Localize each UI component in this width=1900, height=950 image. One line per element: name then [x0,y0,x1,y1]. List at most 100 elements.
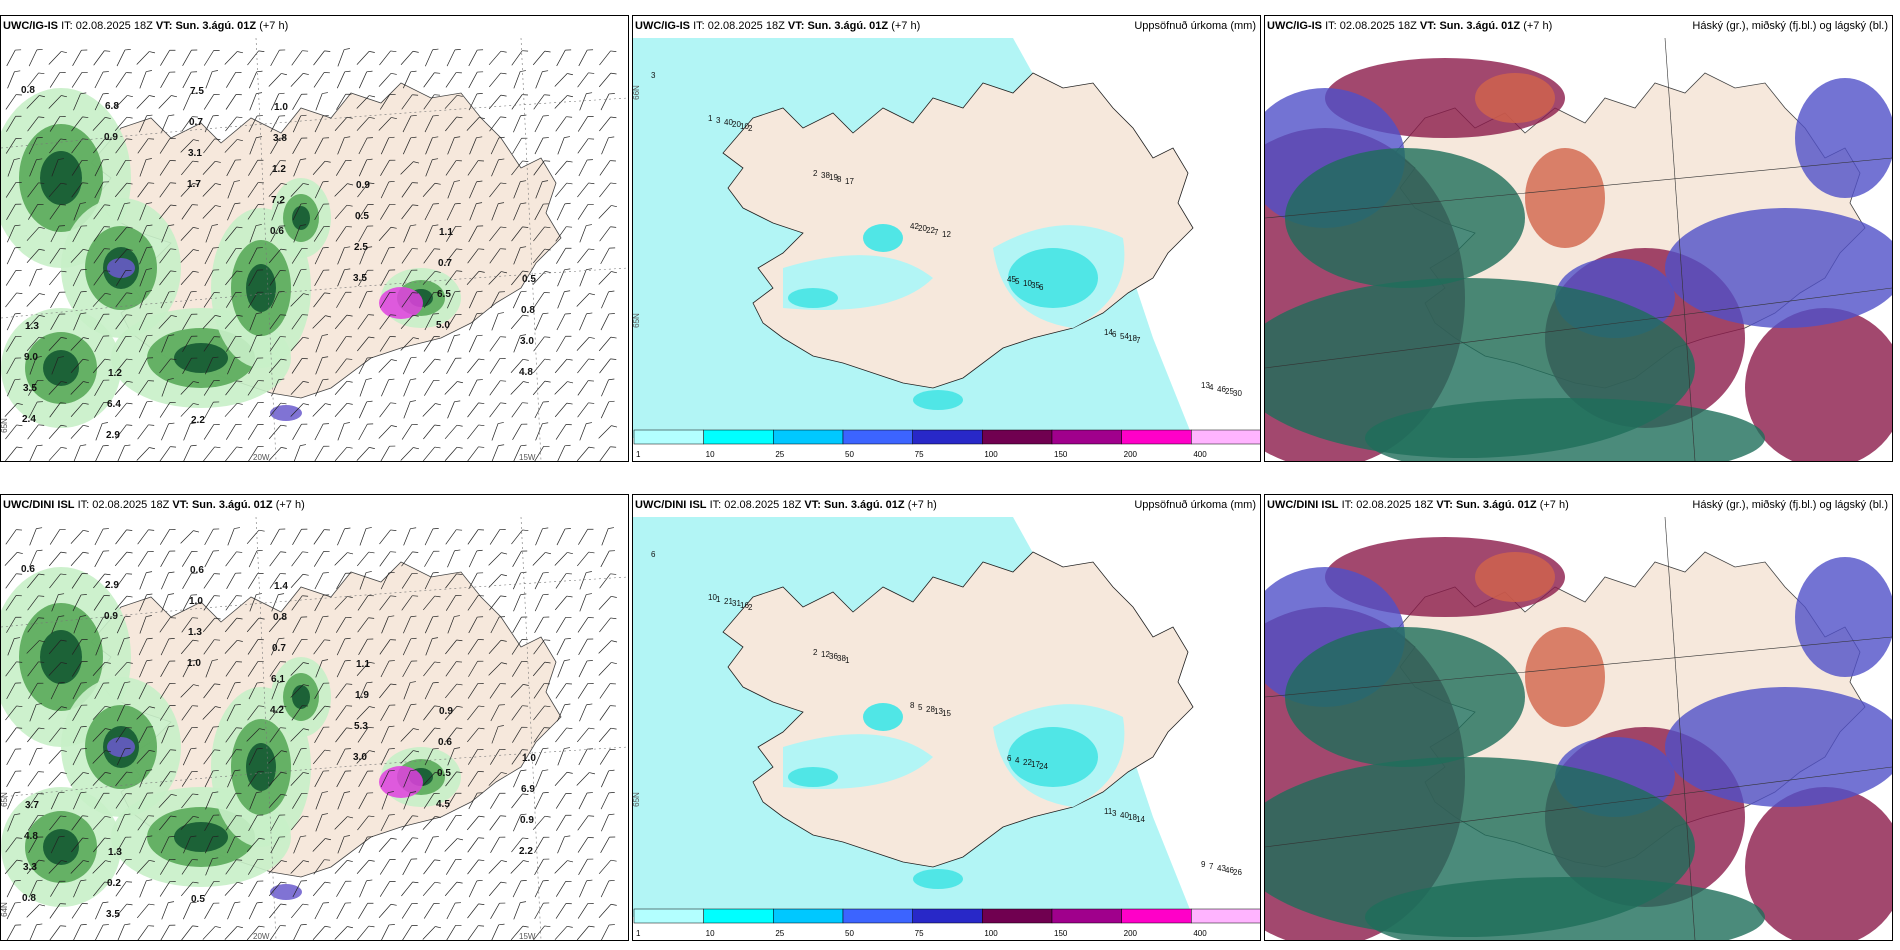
wind-barb [50,682,65,700]
colorbar-tick-label: 75 [915,450,924,459]
wind-barb [92,815,111,830]
wind-barb [94,924,109,940]
wind-barb [94,682,110,700]
panel-cloud-top: UWC/IG-IS IT: 02.08.2025 18Z VT: Sun. 3.… [1264,15,1893,462]
wind-barb [313,639,331,655]
wind-barb [224,617,243,633]
wind-barb [381,378,395,397]
wind-barb [357,182,375,198]
wind-barb [247,661,264,677]
wind-barb [226,704,241,722]
wind-barb [137,138,155,154]
wind-barb [601,290,615,309]
border-line [1265,636,1892,698]
wind-barb [268,402,287,418]
precip-area [43,350,79,386]
wind-barb [92,728,111,742]
precip-value-label: 1.0 [187,658,201,669]
wind-barb [73,791,87,810]
wind-barb [424,528,439,546]
wind-barb [159,160,176,176]
wind-barb [28,682,44,699]
wind-barb [423,903,440,919]
colorbar-swatch [703,908,774,924]
wind-barb [50,835,65,854]
wind-barb [49,529,66,545]
wind-barb [7,224,21,243]
wind-barb [467,705,485,721]
wind-barb [225,595,243,611]
wind-barb [249,312,263,331]
wind-barb [290,772,309,786]
wind-barb [225,226,243,242]
wind-barb [292,203,307,221]
wind-barb [513,593,527,612]
precip-value-label: 0.6 [21,564,35,575]
wind-barb [115,793,132,809]
wind-barb [598,640,618,654]
wind-barb [224,314,243,329]
wind-barb [533,727,550,743]
wind-barb [248,682,263,700]
precip-value-label: 7.5 [190,86,204,97]
wind-barb [598,596,617,610]
wind-barb [292,616,308,634]
wind-barb [116,615,131,634]
wind-barb [182,49,198,67]
colorbar-tick-label: 150 [1054,929,1068,938]
wind-barb [513,202,527,221]
wind-barb [291,50,309,66]
wind-barb [490,291,506,309]
wind-barb [401,204,419,220]
wind-barb [400,314,419,329]
colorbar-swatch [842,908,913,924]
wind-barb [115,529,133,545]
wind-barb [379,50,397,66]
wind-barb [444,881,463,897]
accum-value-label: 5 [918,703,923,712]
wind-barb [335,358,353,374]
wind-barb [599,160,616,176]
wind-barb [579,879,593,898]
wind-barb [5,94,22,110]
wind-barb [27,424,45,440]
precip-value-label: 1.0 [274,102,288,113]
wind-barb [246,837,265,853]
wind-barb [49,138,67,154]
wind-barb [225,116,243,132]
wind-barb [225,292,242,308]
wind-barb [535,70,549,89]
wind-barb [290,403,310,417]
wind-barb [26,248,45,263]
wind-barb [70,381,89,395]
wind-barb [182,313,198,330]
wind-barb [28,137,43,155]
accum-value-label: 17 [845,177,854,186]
wind-barb [356,447,375,461]
wind-barb [422,403,441,417]
wind-barb [446,202,461,221]
precip-value-label: 1.3 [108,847,122,858]
colorbar-swatch [1121,908,1192,924]
graticule-line [1,267,628,319]
wind-barb [180,639,199,655]
precip-value-label: 1.4 [274,581,288,592]
wind-barb [139,268,152,287]
wind-barb [249,593,262,612]
wind-barb [5,182,22,198]
wind-barb [403,527,417,546]
wind-barb [204,550,220,568]
wind-barb [139,769,153,788]
precip-colorbar: 1 10 25 50 75 100 150 200 400 [633,429,1260,459]
wind-barb [205,356,219,375]
wind-barb [92,705,111,720]
wind-barb [72,225,88,243]
wind-barb [401,94,419,110]
precip-value-label: 2.2 [191,415,205,426]
wind-barb [600,400,615,419]
wind-barb [356,750,376,764]
wind-barb [71,661,88,677]
wind-barb [29,527,43,546]
wind-barb [511,529,529,545]
wind-barb [555,903,572,919]
